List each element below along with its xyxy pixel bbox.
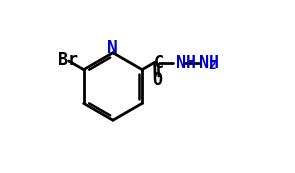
Text: O: O — [152, 71, 162, 89]
Text: NH: NH — [176, 54, 196, 72]
Text: N: N — [107, 39, 118, 57]
Text: Br: Br — [58, 51, 78, 69]
Text: C: C — [154, 54, 164, 72]
Text: 2: 2 — [208, 59, 216, 72]
Text: NH: NH — [199, 54, 219, 72]
